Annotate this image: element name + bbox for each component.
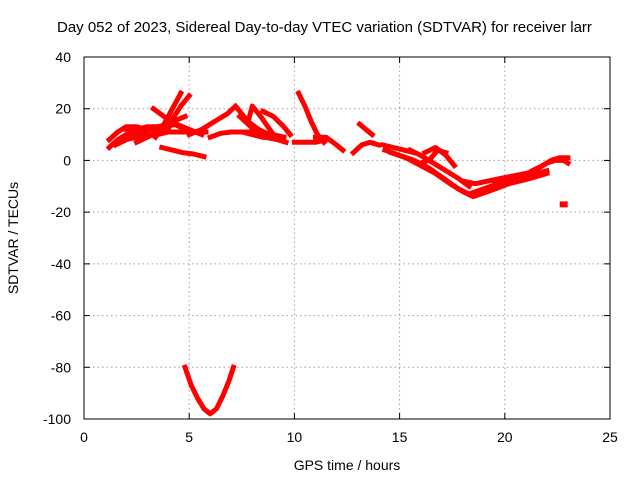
y-tick-label: 0 bbox=[63, 152, 71, 168]
series-arc-27 bbox=[417, 147, 450, 167]
series-arc-18 bbox=[291, 136, 330, 145]
x-tick-label: 15 bbox=[392, 429, 408, 445]
tick-marks bbox=[83, 56, 611, 420]
series-arc-19 bbox=[312, 134, 347, 154]
series-arc-32 bbox=[181, 364, 237, 417]
series-arc-6 bbox=[152, 89, 185, 141]
chart-title: Day 052 of 2023, Sidereal Day-to-day VTE… bbox=[57, 19, 592, 36]
x-tick-label: 5 bbox=[185, 429, 193, 445]
series-arc-29 bbox=[491, 167, 550, 185]
y-tick-label: -80 bbox=[51, 359, 71, 375]
x-tick-labels: 0 5 10 15 20 25 bbox=[80, 429, 618, 445]
series-arc-25 bbox=[406, 146, 473, 190]
data-layer bbox=[105, 89, 572, 417]
y-tick-label: -60 bbox=[51, 308, 71, 324]
y-tick-label: 40 bbox=[55, 49, 71, 65]
x-axis-label: GPS time / hours bbox=[294, 457, 401, 473]
y-axis-label: SDTVAR / TECUs bbox=[5, 182, 21, 294]
series-arc-16 bbox=[259, 107, 294, 139]
series-arc-10 bbox=[185, 102, 240, 138]
series-arc-21 bbox=[356, 120, 376, 139]
x-tick-label: 25 bbox=[602, 429, 618, 445]
series-arc-9 bbox=[158, 144, 207, 160]
y-tick-label: -100 bbox=[43, 411, 71, 427]
y-tick-label: -20 bbox=[51, 204, 71, 220]
series-arc-15 bbox=[245, 103, 287, 141]
series-arc-24 bbox=[388, 149, 551, 200]
x-tick-label: 10 bbox=[287, 429, 303, 445]
y-tick-label: -40 bbox=[51, 256, 71, 272]
data-point bbox=[559, 201, 568, 208]
y-tick-label: 20 bbox=[55, 101, 71, 117]
series-arc-7 bbox=[160, 92, 193, 136]
plot-frame bbox=[83, 56, 611, 420]
y-tick-labels: 40 20 0 -20 -40 -60 -80 -100 bbox=[43, 49, 71, 427]
grid bbox=[84, 57, 610, 419]
x-tick-label: 20 bbox=[497, 429, 513, 445]
series-arc-31 bbox=[535, 157, 572, 172]
series-arc-11 bbox=[206, 129, 266, 141]
x-tick-label: 0 bbox=[80, 429, 88, 445]
series-arc-20 bbox=[349, 139, 382, 157]
